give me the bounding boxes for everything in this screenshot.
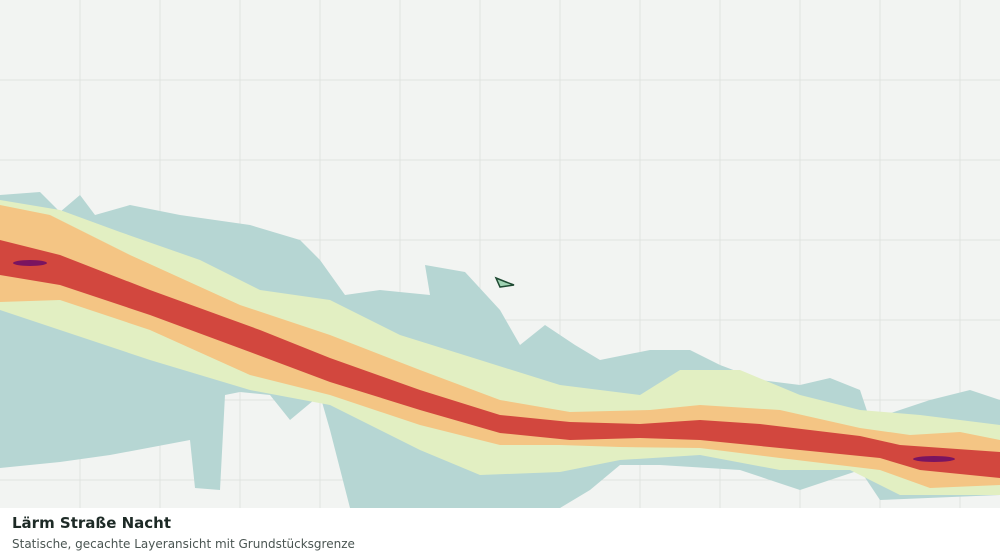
noise-zone-high [0,240,1000,478]
caption-bar: Lärm Straße Nacht Statische, gecachte La… [0,508,1000,560]
noise-zone-medium [0,205,1000,488]
noise-zone-very-high [13,260,47,266]
layer-subtitle: Statische, gecachte Layeransicht mit Gru… [12,537,355,551]
noise-zone-very-high [913,456,955,462]
map [0,0,1000,508]
parcel-boundary [494,276,515,288]
layer-title: Lärm Straße Nacht [12,514,172,532]
